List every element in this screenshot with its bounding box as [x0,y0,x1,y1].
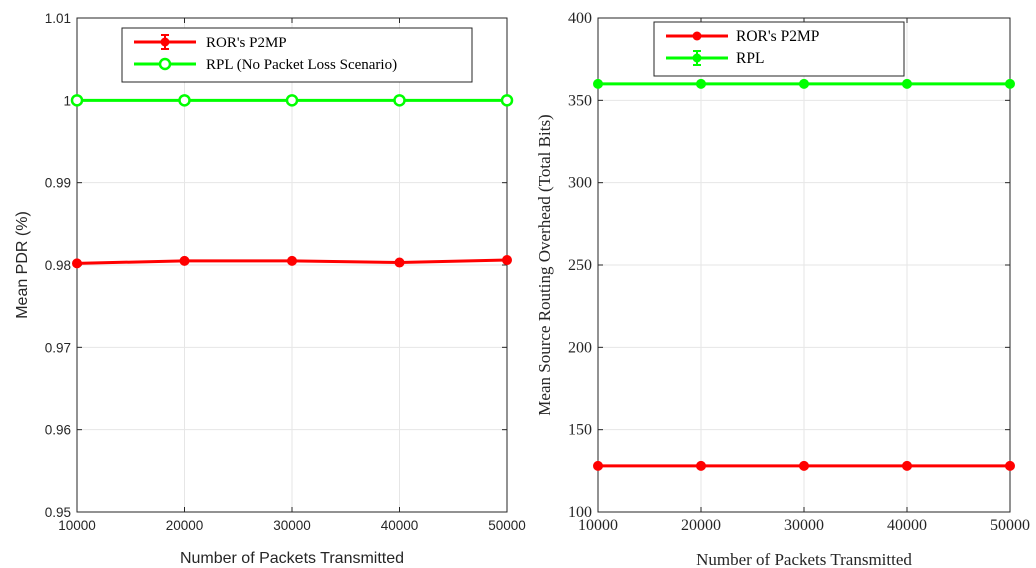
x-tick-label: 50000 [488,518,526,533]
data-point [902,78,912,89]
data-point [1005,78,1015,89]
data-point [502,255,512,266]
data-point [1005,460,1015,471]
x-tick-label: 10000 [578,517,618,534]
y-tick-label: 0.95 [45,505,71,520]
legend-marker [692,31,702,41]
data-point [394,257,405,268]
y-tick-label: 100 [568,504,592,521]
data-point [287,255,297,266]
data-point [72,258,82,269]
x-tick-label: 20000 [166,518,204,533]
data-point [178,94,191,107]
y-tick-label: 200 [568,339,592,356]
y-tick-label: 0.98 [45,258,71,273]
chart-pdr: 10000 20000 30000 40000 50000 0.95 0.96 0.97 0.9… [14,11,526,567]
legend-label: ROR's P2MP [206,35,287,51]
y-tick-label: 300 [568,175,592,192]
legend-marker [158,57,172,71]
x-tick-label: 30000 [273,518,311,533]
y-tick-label: 0.97 [45,340,71,355]
y-tick-label: 1.01 [45,11,71,26]
data-point [500,94,514,107]
x-tick-label: 20000 [681,517,721,534]
y-axis-label: Mean PDR (%) [14,211,31,319]
legend-box [121,27,473,83]
legend-label: ROR's P2MP [736,28,819,45]
data-point [393,94,406,107]
y-tick-label: 400 [568,10,592,27]
x-axis-label: Number of Packets Transmitted [696,550,912,568]
legend-box [653,21,905,77]
data-point [593,78,603,89]
data-point [70,94,84,107]
y-tick-label: 0.99 [45,176,71,191]
x-tick-label: 10000 [58,518,96,533]
y-tick-label: 350 [568,92,592,109]
legend-label: RPL [736,50,764,67]
legend-label: RPL (No Packet Loss Scenario) [206,57,397,73]
legend-marker [692,53,702,63]
x-axis-label: Number of Packets Transmitted [180,550,404,567]
data-point [902,460,912,471]
data-point [696,78,706,89]
y-tick-label: 0.96 [45,423,71,438]
data-point [696,460,706,471]
x-tick-label: 30000 [784,517,824,534]
data-point [179,255,190,266]
x-tick-label: 40000 [381,518,419,533]
data-point [799,78,809,89]
y-tick-label: 150 [568,422,592,439]
x-tick-label: 40000 [887,517,927,534]
data-point [285,94,299,107]
data-point [593,460,603,471]
legend-marker [160,37,170,47]
data-point [799,460,809,471]
y-tick-label: 250 [568,257,592,274]
y-axis-label: Mean Source Routing Overhead (Total Bits… [535,114,554,415]
chart-routing-overhead: 10000 20000 30000 40000 50000 100 150 200 250 300… [535,10,1030,568]
y-tick-label: 1 [63,93,71,108]
x-tick-label: 50000 [990,517,1030,534]
